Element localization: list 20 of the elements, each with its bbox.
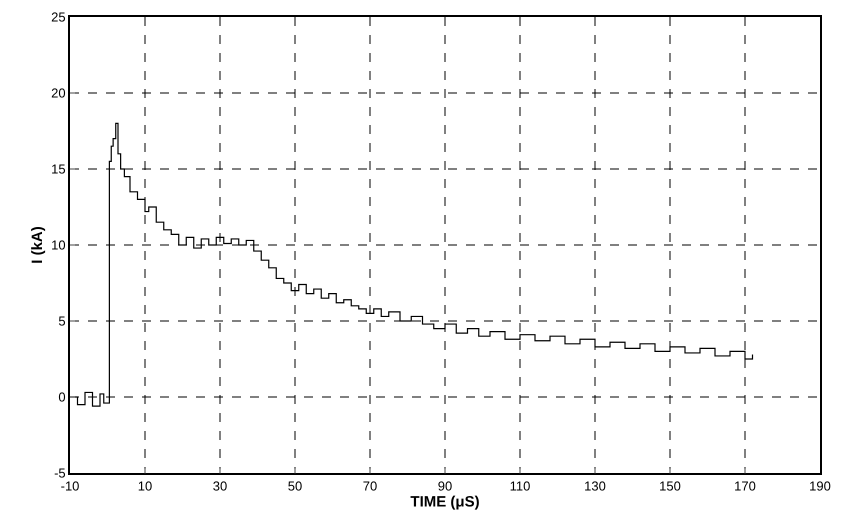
- y-tick-label: 5: [58, 314, 66, 329]
- x-tick-label: 70: [362, 478, 378, 494]
- x-tick-label: 50: [288, 478, 302, 494]
- x-tick-label: -10: [60, 478, 80, 494]
- x-tick-label: 30: [212, 478, 228, 494]
- y-tick-label: -5: [54, 466, 66, 481]
- y-tick-label: 15: [51, 162, 66, 177]
- x-axis-title: TIME (μS): [410, 493, 480, 510]
- x-tick-label: 110: [510, 478, 530, 494]
- y-tick-label: 20: [51, 86, 66, 101]
- x-tick-label: 170: [734, 478, 756, 494]
- y-tick-label: 10: [51, 238, 66, 253]
- x-tick-label: 150: [659, 478, 681, 494]
- x-tick-label: 10: [138, 478, 152, 494]
- x-tick-label: 130: [584, 478, 606, 494]
- y-tick-label: 25: [51, 10, 66, 25]
- y-tick-label: 0: [58, 390, 66, 405]
- x-tick-label: 190: [809, 478, 831, 494]
- y-axis-title: I (kA): [28, 226, 46, 264]
- x-tick-label: 90: [438, 478, 452, 494]
